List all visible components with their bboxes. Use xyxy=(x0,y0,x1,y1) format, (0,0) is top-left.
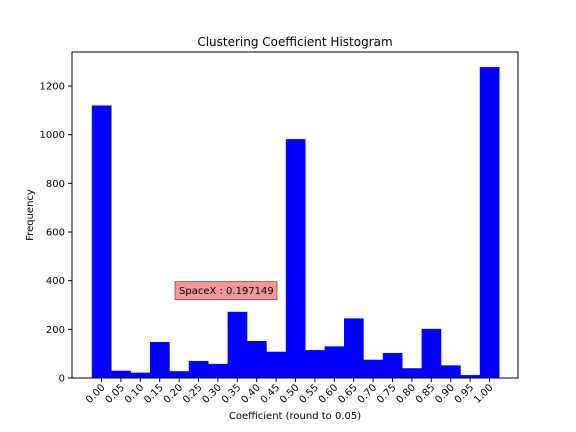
bar-0.30 xyxy=(208,363,228,378)
bar-0.75 xyxy=(382,352,403,378)
x-axis: 0.000.050.100.150.200.250.300.350.400.45… xyxy=(84,378,496,406)
y-tick-label: 400 xyxy=(46,276,65,287)
bar-0.70 xyxy=(363,359,384,378)
chart-title: Clustering Coefficient Histogram xyxy=(197,35,392,49)
bar-0.45 xyxy=(266,351,287,378)
x-tick-label: 0.35 xyxy=(220,382,244,406)
x-tick-label: 0.45 xyxy=(259,382,283,406)
bars-group xyxy=(91,67,500,379)
bar-0.65 xyxy=(344,318,364,378)
x-tick-label: 0.90 xyxy=(433,382,457,406)
bar-0.95 xyxy=(460,375,481,378)
x-tick-label: 0.40 xyxy=(239,382,263,406)
x-tick-label: 0.85 xyxy=(414,382,438,406)
x-tick-label: 0.60 xyxy=(317,382,341,406)
x-tick-label: 0.55 xyxy=(297,382,321,406)
bar-0.10 xyxy=(130,372,151,378)
bar-0.20 xyxy=(169,371,190,378)
bar-1.00 xyxy=(479,67,500,378)
annotation-box xyxy=(174,281,278,301)
bar-0.60 xyxy=(324,346,345,378)
x-tick-label: 0.10 xyxy=(123,382,147,406)
x-tick-label: 0.65 xyxy=(336,382,360,406)
y-tick-label: 0 xyxy=(59,374,65,385)
bar-0.90 xyxy=(441,365,461,378)
annotation: SpaceX : 0.197149 xyxy=(174,281,278,301)
y-tick-label: 1200 xyxy=(40,82,65,93)
y-axis: 0 200 400 600 800 1000 1200 xyxy=(40,82,72,385)
x-tick-label: 0.50 xyxy=(278,382,302,406)
x-tick-label: 0.05 xyxy=(103,382,127,406)
x-tick-label: 0.15 xyxy=(142,382,166,406)
x-tick-label: 0.25 xyxy=(181,382,205,406)
bar-0.50 xyxy=(285,139,306,378)
x-tick-label: 0.95 xyxy=(453,382,477,406)
bar-0.85 xyxy=(421,328,442,378)
x-tick-label: 0.75 xyxy=(375,382,399,406)
annotation-text: SpaceX : 0.197149 xyxy=(179,286,274,297)
y-axis-label: Frequency xyxy=(25,189,36,241)
x-tick-label: 0.00 xyxy=(84,382,108,406)
y-tick-label: 1000 xyxy=(40,130,65,141)
x-axis-label: Coefficient (round to 0.05) xyxy=(229,411,361,422)
bar-0.55 xyxy=(305,350,325,378)
bar-0.35 xyxy=(227,311,248,378)
y-tick-label: 600 xyxy=(46,228,65,239)
bar-0.80 xyxy=(402,368,422,378)
bar-0.40 xyxy=(247,341,267,378)
x-tick-label: 0.70 xyxy=(356,382,380,406)
bar-0.25 xyxy=(188,360,209,378)
y-tick-label: 800 xyxy=(46,179,65,190)
y-tick-label: 200 xyxy=(46,325,65,336)
bar-0.15 xyxy=(150,341,170,378)
bar-0.05 xyxy=(111,370,131,378)
x-tick-label: 0.80 xyxy=(394,382,418,406)
x-tick-label: 0.30 xyxy=(200,382,224,406)
x-tick-label: 0.20 xyxy=(162,382,186,406)
bar-0.00 xyxy=(91,105,112,379)
x-tick-label: 1.00 xyxy=(472,382,496,406)
